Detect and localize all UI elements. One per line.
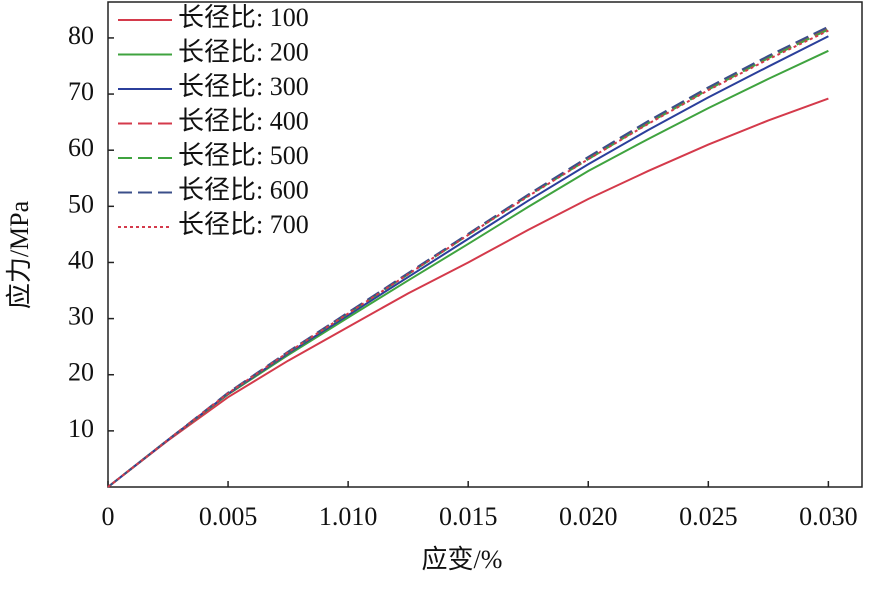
- legend-label: 长径比: 200: [178, 37, 309, 66]
- x-tick-label: 0.005: [199, 502, 258, 531]
- series-line: [107, 97, 829, 488]
- legend-label: 长径比: 600: [178, 175, 309, 204]
- y-tick-label: 60: [68, 133, 94, 162]
- y-tick-label: 80: [68, 21, 94, 50]
- y-tick-label: 40: [68, 245, 94, 274]
- y-tick-label: 10: [68, 414, 94, 443]
- y-axis-label: 应力/MPa: [5, 200, 34, 309]
- legend-label: 长径比: 400: [178, 106, 309, 135]
- x-tick-label: 0.030: [799, 502, 858, 531]
- legend-label: 长径比: 500: [178, 141, 309, 170]
- x-tick-label: 1.010: [319, 502, 378, 531]
- x-tick-label: 0.015: [439, 502, 498, 531]
- series-line: [107, 29, 829, 488]
- x-axis-label: 应变/%: [422, 545, 503, 574]
- y-tick-label: 30: [68, 302, 94, 331]
- y-tick-label: 20: [68, 358, 94, 387]
- y-tick-label: 50: [68, 189, 94, 218]
- legend-label: 长径比: 700: [178, 210, 309, 239]
- x-tick-label: 0.020: [559, 502, 618, 531]
- legend-label: 长径比: 300: [178, 72, 309, 101]
- x-tick-label: 0: [102, 502, 115, 531]
- x-tick-label: 0.025: [679, 502, 738, 531]
- plot-frame: [107, 1, 863, 488]
- legend-label: 长径比: 100: [178, 3, 309, 32]
- y-tick-label: 70: [68, 77, 94, 106]
